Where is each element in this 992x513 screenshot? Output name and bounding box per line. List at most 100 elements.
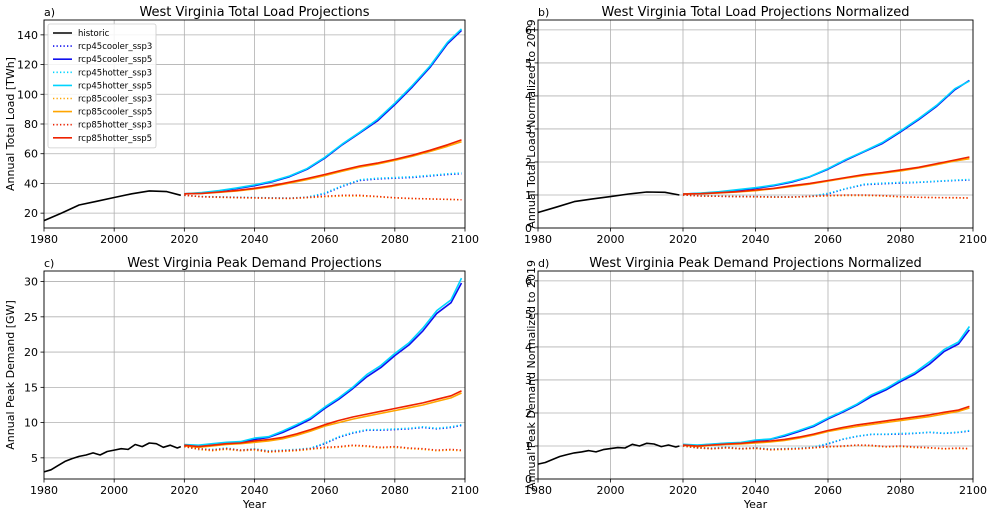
series-line-rcp85hotter_ssp5 [184,139,462,195]
x-tick-label: 2100 [959,233,987,246]
x-tick-label: 2100 [451,484,479,497]
chart-title: West Virginia Peak Demand Projections [127,256,382,271]
legend-label: rcp85hotter_ssp3 [78,121,152,131]
x-tick-label: 2000 [597,233,625,246]
x-tick-label: 2020 [669,233,697,246]
x-tick-label: 2040 [742,484,770,497]
y-tick-label: 100 [17,88,38,101]
x-axis-label: Year [743,498,768,511]
y-tick-label: 20 [24,346,38,359]
y-tick-label: 1 [525,440,532,453]
x-tick-label: 2020 [669,484,697,497]
legend-label: rcp45cooler_ssp3 [78,42,152,52]
series-group [43,28,463,222]
chart-title: West Virginia Total Load Projections Nor… [602,5,910,20]
series-line-rcp85hotter_ssp3 [184,194,462,201]
y-tick-label: 5 [525,57,532,70]
chart-panel-1: 1980 2000 2020 2040 2060 2080 2100204060801001… [4,5,479,246]
chart-panel-3: 1980 2000 2020 2040 2060 2080 2100 5 10 15 20 25 30 c… [4,256,479,511]
series-group [43,277,463,473]
x-tick-label: 2040 [241,233,269,246]
series-line-rcp45hotter_ssp3 [184,172,462,199]
y-tick-label: 0 [525,222,532,235]
x-tick-label: 2000 [597,484,625,497]
series-line-rcp85hotter_ssp5 [184,390,462,448]
y-tick-label: 5 [525,308,532,321]
y-tick-label: 10 [24,417,38,430]
panel-label: a) [44,6,55,19]
y-tick-label: 40 [24,177,38,190]
series-line-historic [43,190,182,222]
legend-label: rcp45cooler_ssp5 [78,55,152,65]
series-line-rcp45hotter_ssp5 [184,28,463,195]
legend-label: rcp45hotter_ssp5 [78,81,152,91]
series-line-historic [537,191,680,214]
series-line-historic [43,442,182,473]
x-tick-label: 2080 [887,233,915,246]
y-tick-label: 6 [525,275,532,288]
series-line-rcp45hotter_ssp5 [682,80,970,195]
series-line-rcp85hotter_ssp3 [682,194,970,199]
series-line-rcp85hotter_ssp5 [682,405,970,447]
x-tick-label: 2100 [451,233,479,246]
x-tick-label: 2020 [170,484,198,497]
x-tick-label: 2060 [814,233,842,246]
y-tick-label: 3 [525,374,532,387]
x-tick-label: 1980 [30,484,58,497]
y-tick-label: 25 [24,311,38,324]
x-tick-label: 2080 [887,484,915,497]
x-tick-label: 2000 [100,484,128,497]
y-tick-label: 4 [525,341,532,354]
x-tick-label: 2040 [742,233,770,246]
x-tick-label: 2100 [959,484,987,497]
y-tick-label: 1 [525,189,532,202]
x-tick-label: 2060 [311,484,339,497]
chart-panel-4: 1980 2000 2020 2040 2060 2080 2100 0 1 2 3 4 5 6 d) Wes… [524,256,987,511]
x-tick-label: 1980 [524,233,552,246]
series-line-rcp85hotter_ssp5 [682,156,970,195]
chart-title: West Virginia Peak Demand Projections No… [589,256,921,271]
legend-box [47,23,157,149]
legend-label: rcp85hotter_ssp5 [78,134,152,144]
legend-label: historic [78,29,110,39]
y-tick-label: 5 [31,452,38,465]
x-axis-label: Year [242,498,267,511]
x-tick-label: 1980 [524,484,552,497]
y-tick-label: 30 [24,276,38,289]
x-tick-label: 2080 [381,233,409,246]
y-axis-label: Annual Peak Demand [GW] [4,300,17,449]
x-tick-label: 2060 [311,233,339,246]
legend-label: rcp45hotter_ssp3 [78,68,152,78]
panel-label: c) [44,257,54,270]
series-line-rcp85hotter_ssp3 [184,444,462,453]
chart-panel-2: 1980 2000 2020 2040 2060 2080 2100 0 1 2 3 4 5 6 b) Wes… [524,5,987,246]
y-tick-label: 120 [17,59,38,72]
y-tick-label: 140 [17,29,38,42]
y-tick-label: 2 [525,407,532,420]
chart-title: West Virginia Total Load Projections [139,5,369,20]
y-tick-label: 2 [525,156,532,169]
legend: historic rcp45cooler_ssp3 rcp45cooler_ssp5… [47,23,157,149]
series-line-rcp45hotter_ssp5 [682,326,971,446]
x-tick-label: 2040 [241,484,269,497]
series-line-rcp85hotter_ssp3 [682,444,970,451]
panel-label: b) [538,6,549,19]
series-line-rcp45hotter_ssp5 [184,277,463,447]
y-tick-label: 6 [525,24,532,37]
y-axis-label: Annual Total Load [TWh] [4,57,17,191]
y-tick-label: 80 [24,118,38,131]
x-tick-label: 2000 [100,233,128,246]
x-tick-label: 1980 [30,233,58,246]
y-axis-label: Annual Total Load Normalized to 2019 [525,19,538,228]
y-tick-label: 20 [24,207,38,220]
x-tick-label: 2020 [170,233,198,246]
series-group [537,326,971,465]
y-tick-label: 4 [525,90,532,103]
x-tick-label: 2060 [814,484,842,497]
x-tick-label: 2080 [381,484,409,497]
y-tick-label: 0 [525,473,532,486]
y-tick-label: 3 [525,123,532,136]
y-tick-label: 15 [24,381,38,394]
y-axis-label: Annual Peak Demand Normalized to 2019 [525,260,538,490]
